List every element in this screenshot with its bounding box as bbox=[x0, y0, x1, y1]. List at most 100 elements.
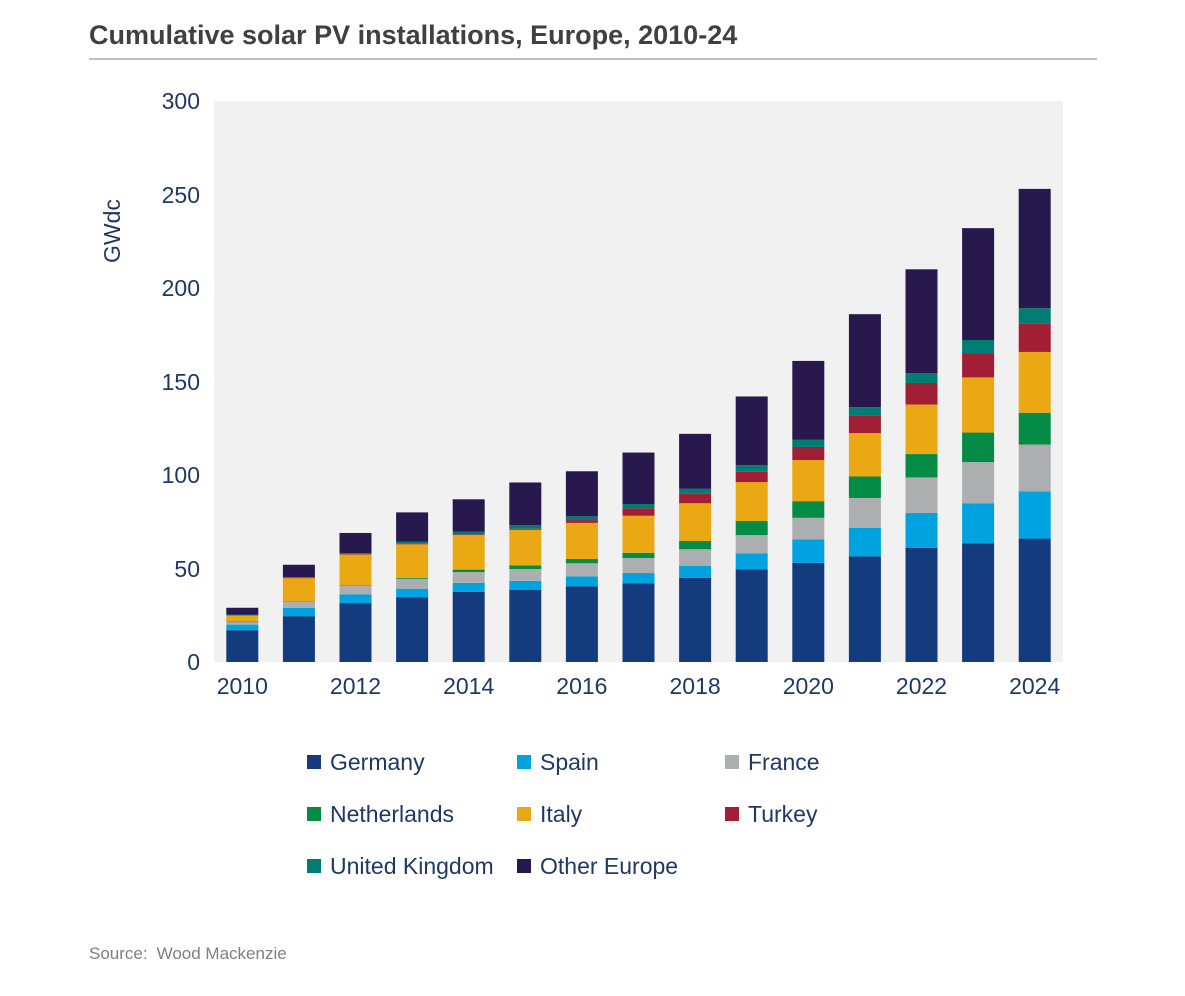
x-tick-label-2022: 2022 bbox=[895, 673, 948, 699]
bar-segment-united-kingdom-2012 bbox=[339, 553, 372, 555]
bar-segment-germany-2011 bbox=[282, 616, 315, 662]
bar-segment-turkey-2017 bbox=[622, 508, 655, 516]
bar-segment-germany-2015 bbox=[509, 590, 542, 662]
legend-swatch-turkey bbox=[725, 807, 739, 821]
bar-segment-france-2013 bbox=[396, 578, 429, 589]
legend-label: France bbox=[748, 748, 820, 775]
bar-segment-italy-2018 bbox=[679, 503, 712, 542]
bar-segment-turkey-2010 bbox=[226, 614, 259, 616]
bar-segment-united-kingdom-2020 bbox=[792, 439, 825, 447]
bar-segment-united-kingdom-2013 bbox=[396, 541, 429, 544]
bar-segment-netherlands-2013 bbox=[396, 577, 429, 579]
legend-swatch-france bbox=[725, 755, 739, 769]
legend-label: United Kingdom bbox=[330, 852, 494, 879]
bar-segment-france-2018 bbox=[679, 549, 712, 566]
bar-segment-turkey-2012 bbox=[339, 554, 372, 555]
legend: Germany Spain France Netherlands Italy Turkey… bbox=[307, 748, 955, 880]
legend-swatch-spain bbox=[517, 755, 531, 769]
bar-segment-italy-2011 bbox=[282, 577, 315, 602]
bar-segment-spain-2024 bbox=[1018, 491, 1051, 539]
legend-item-netherlands: Netherlands bbox=[307, 800, 517, 828]
bar-segment-france-2021 bbox=[848, 498, 881, 528]
bar-segment-germany-2013 bbox=[396, 597, 429, 662]
bar-segment-united-kingdom-2024 bbox=[1018, 308, 1051, 324]
y-tick-label-0: 0 bbox=[187, 649, 200, 675]
bar-segment-united-kingdom-2014 bbox=[452, 531, 485, 535]
bar-segment-netherlands-2020 bbox=[792, 501, 825, 518]
bar-segment-italy-2021 bbox=[848, 433, 881, 477]
legend-item-germany: Germany bbox=[307, 748, 517, 776]
bar-segment-turkey-2022 bbox=[905, 383, 938, 405]
bar-segment-other-europe-2019 bbox=[735, 396, 768, 466]
bar-segment-other-europe-2020 bbox=[792, 360, 825, 440]
bar-segment-germany-2016 bbox=[565, 586, 598, 662]
bar-segment-netherlands-2011 bbox=[282, 601, 315, 602]
bar-segment-netherlands-2014 bbox=[452, 569, 485, 573]
bar-segment-netherlands-2019 bbox=[735, 521, 768, 536]
bar-segment-france-2016 bbox=[565, 563, 598, 577]
legend-swatch-netherlands bbox=[307, 807, 321, 821]
bar-segment-spain-2016 bbox=[565, 576, 598, 587]
bar-segment-italy-2024 bbox=[1018, 351, 1051, 413]
bar-segment-france-2019 bbox=[735, 535, 768, 554]
bar-segment-netherlands-2024 bbox=[1018, 412, 1051, 445]
legend-swatch-germany bbox=[307, 755, 321, 769]
bar-segment-other-europe-2021 bbox=[848, 314, 881, 408]
bar-segment-italy-2017 bbox=[622, 515, 655, 553]
legend-label: Other Europe bbox=[540, 852, 679, 879]
legend-label: Spain bbox=[540, 748, 599, 775]
bar-segment-spain-2018 bbox=[679, 565, 712, 578]
bar-segment-turkey-2024 bbox=[1018, 323, 1051, 352]
legend-item-italy: Italy bbox=[517, 800, 725, 828]
bar-segment-netherlands-2010 bbox=[226, 621, 259, 623]
legend-item-other-europe: Other Europe bbox=[517, 852, 725, 880]
legend-swatch-united-kingdom bbox=[307, 859, 321, 873]
bar-segment-other-europe-2016 bbox=[565, 471, 598, 517]
bar-segment-spain-2010 bbox=[226, 624, 259, 631]
bar-segment-france-2017 bbox=[622, 558, 655, 573]
bar-segment-other-europe-2023 bbox=[962, 228, 995, 340]
bar-segment-united-kingdom-2015 bbox=[509, 525, 542, 529]
bar-segment-france-2024 bbox=[1018, 444, 1051, 492]
bar-segment-turkey-2016 bbox=[565, 520, 598, 523]
bar-segment-spain-2014 bbox=[452, 582, 485, 592]
bar-segment-other-europe-2013 bbox=[396, 512, 429, 542]
bar-segment-turkey-2015 bbox=[509, 528, 542, 530]
bar-segment-italy-2013 bbox=[396, 544, 429, 578]
y-tick-label-200: 200 bbox=[161, 275, 200, 301]
legend-label: Turkey bbox=[748, 800, 818, 827]
bar-segment-turkey-2020 bbox=[792, 446, 825, 461]
bar-segment-germany-2021 bbox=[848, 556, 881, 662]
y-tick-label-50: 50 bbox=[174, 555, 200, 582]
legend-item-spain: Spain bbox=[517, 748, 725, 776]
bar-segment-netherlands-2022 bbox=[905, 454, 938, 478]
bar-segment-germany-2012 bbox=[339, 603, 372, 662]
bar-segment-other-europe-2015 bbox=[509, 482, 542, 526]
bar-segment-italy-2012 bbox=[339, 554, 372, 586]
bar-segment-italy-2016 bbox=[565, 522, 598, 559]
bar-segment-italy-2019 bbox=[735, 482, 768, 522]
source-label: Source: bbox=[89, 944, 148, 963]
bar-segment-spain-2012 bbox=[339, 594, 372, 604]
bar-segment-turkey-2011 bbox=[282, 577, 315, 579]
bar-segment-spain-2022 bbox=[905, 512, 938, 548]
bar-segment-france-2010 bbox=[226, 621, 259, 625]
x-tick-label-2018: 2018 bbox=[669, 673, 721, 699]
bar-segment-germany-2010 bbox=[226, 630, 259, 662]
bar-segment-united-kingdom-2023 bbox=[962, 339, 995, 354]
bar-segment-united-kingdom-2017 bbox=[622, 503, 655, 509]
y-tick-label-250: 250 bbox=[161, 181, 200, 208]
bar-segment-netherlands-2017 bbox=[622, 552, 655, 559]
page-title: Cumulative solar PV installations, Europ… bbox=[89, 20, 738, 50]
bar-segment-italy-2020 bbox=[792, 460, 825, 502]
legend-label: Italy bbox=[540, 800, 583, 827]
bar-segment-germany-2020 bbox=[792, 562, 825, 662]
stacked-bar-chart bbox=[226, 188, 1051, 662]
bar-segment-other-europe-2012 bbox=[339, 532, 372, 554]
bar-segment-italy-2023 bbox=[962, 377, 995, 433]
legend-label: Netherlands bbox=[330, 800, 455, 827]
legend-item-france: France bbox=[725, 748, 955, 776]
x-tick-label-2024: 2024 bbox=[1009, 673, 1061, 699]
bar-segment-italy-2014 bbox=[452, 535, 485, 570]
